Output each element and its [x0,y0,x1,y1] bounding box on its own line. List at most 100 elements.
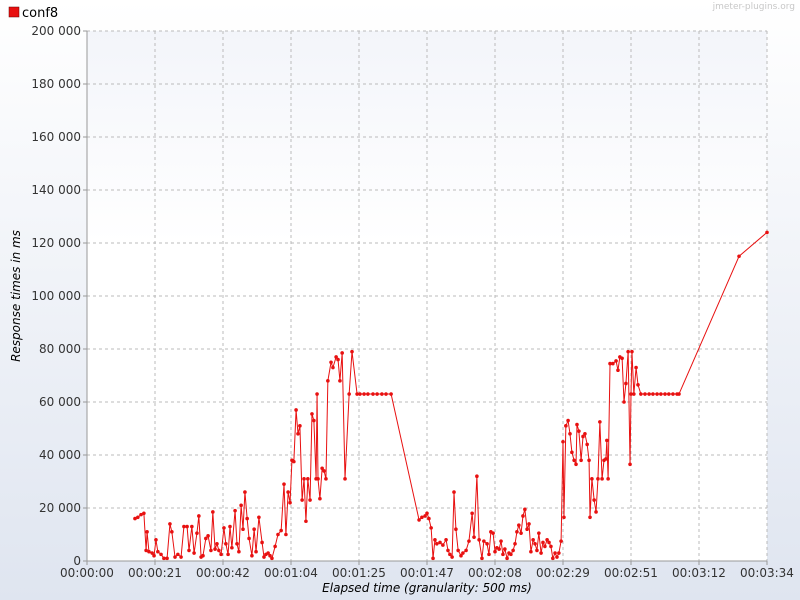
data-point [485,541,489,546]
data-point [336,357,340,362]
data-point [624,381,628,386]
data-point [257,515,261,520]
data-point [190,524,194,529]
data-point [247,536,251,541]
data-point [482,539,486,543]
data-point [446,548,450,553]
data-point [268,553,272,558]
data-point [470,511,474,516]
x-tick-label: 00:00:00 [60,566,114,580]
x-tick-label: 00:02:08 [468,566,522,580]
data-point [144,548,148,553]
data-point [159,552,163,557]
data-point [557,551,561,555]
data-point [596,477,600,481]
data-point [366,392,370,396]
data-point [545,538,549,542]
data-point [226,552,230,557]
data-point [136,515,140,520]
data-point [570,450,574,455]
data-point [254,549,258,554]
data-point [616,368,620,373]
data-point [162,556,166,561]
data-point [384,392,388,396]
data-point [663,392,667,396]
y-axis-title: Response times in ms [9,230,23,362]
data-point [452,490,456,494]
data-point [581,434,585,439]
marks [133,230,769,561]
data-point [206,534,210,538]
data-point [156,549,160,554]
data-point [241,527,245,531]
data-point [523,507,527,512]
data-point [626,349,630,354]
data-point [250,553,254,558]
data-point [543,544,547,549]
data-point [765,230,769,235]
data-point [467,539,471,543]
data-point [252,527,256,531]
data-point [282,482,286,486]
data-point [636,382,640,387]
data-point [435,541,439,546]
data-point [355,392,359,396]
data-point [260,540,264,545]
x-tick-label: 00:02:29 [536,566,590,580]
data-point [273,544,277,549]
data-point [228,524,232,529]
data-point [590,477,594,481]
data-point [579,458,583,463]
data-point [329,360,333,365]
data-point [629,392,633,396]
data-point [340,351,344,355]
data-point [239,503,243,508]
data-point [600,477,604,481]
data-point [639,392,643,396]
data-point [630,349,634,354]
data-point [431,556,435,561]
data-point [497,547,501,551]
data-point [302,477,306,481]
data-point [326,379,330,383]
data-point [197,514,201,518]
data-point [233,508,237,513]
data-point [298,424,302,428]
data-point [632,392,636,396]
data-point [667,392,671,396]
data-point [583,432,587,436]
data-point [454,527,458,531]
data-point [176,552,180,557]
data-point [420,515,424,520]
data-point [559,539,563,543]
data-point [219,552,223,557]
data-point [464,548,468,553]
data-point [294,408,298,412]
y-tick-label: 20 000 [39,501,81,515]
data-point [310,412,314,416]
data-point [347,392,351,396]
x-tick-label: 00:03:34 [740,566,794,580]
y-tick-label: 200 000 [31,24,81,38]
data-point [222,526,226,530]
data-point [270,556,274,561]
x-tick-label: 00:01:25 [332,566,386,580]
data-point [201,553,205,558]
data-point [564,424,568,428]
data-point [315,392,319,396]
data-point [211,510,215,514]
data-point [423,514,427,518]
data-point [515,530,519,534]
data-point [324,477,328,481]
data-point [170,530,174,534]
data-point [237,549,241,554]
data-point [322,469,326,473]
data-point [300,498,304,502]
y-tick-label: 120 000 [31,236,81,250]
data-point [671,392,675,396]
data-point [284,532,288,537]
data-point [441,543,445,547]
data-point [417,518,421,522]
data-point [677,392,681,396]
data-point [553,551,557,555]
